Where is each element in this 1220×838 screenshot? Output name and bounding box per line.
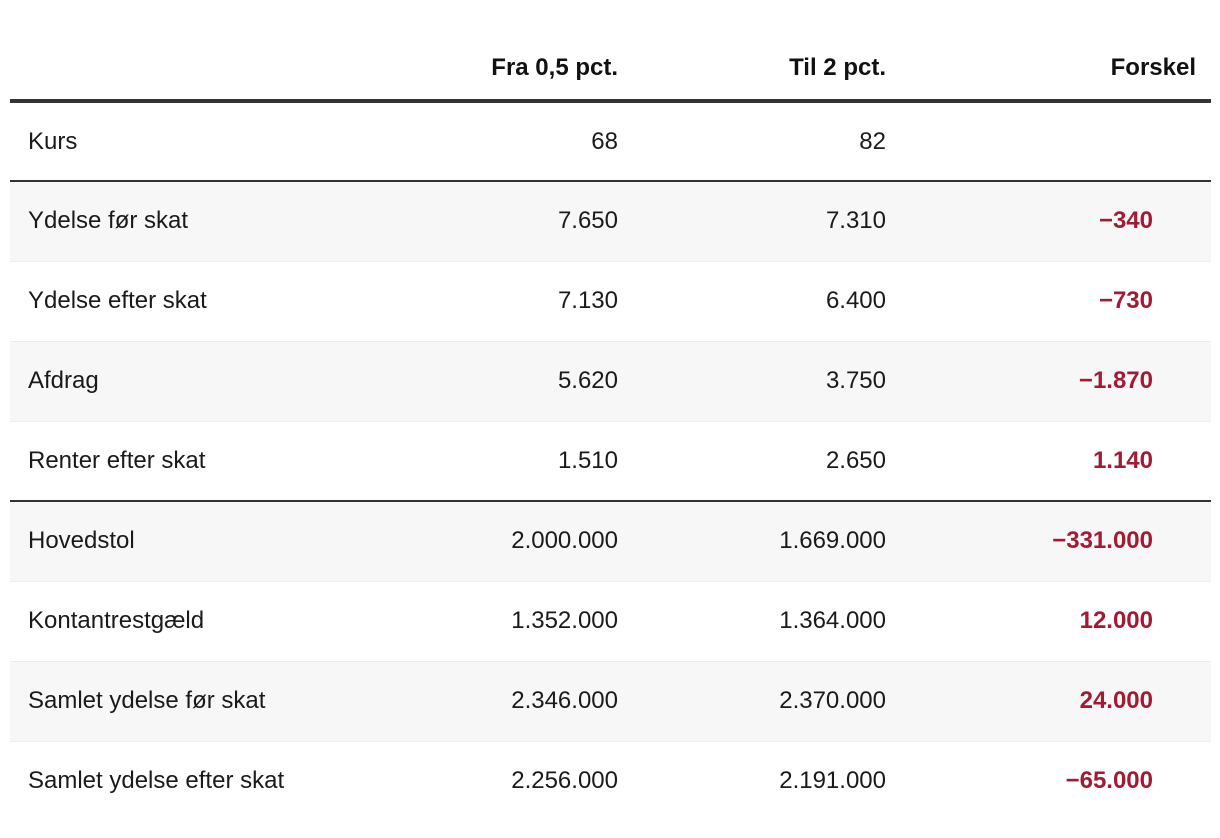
row-label: Renter efter skat xyxy=(10,421,430,502)
column-header-fra: Fra 0,5 pct. xyxy=(430,0,618,103)
fra-value: 1.510 xyxy=(430,421,618,502)
table-row: Kurs 68 82 xyxy=(10,101,1211,182)
row-label: Ydelse før skat xyxy=(10,181,430,262)
fra-value: 2.256.000 xyxy=(511,767,618,795)
til-value: 1.364.000 xyxy=(618,581,886,662)
table-row: Samlet ydelse før skat 2.346.000 2.370.0… xyxy=(10,661,1211,742)
row-label: Samlet ydelse efter skat xyxy=(28,767,285,795)
fra-value: 7.130 xyxy=(430,261,618,342)
til-value: 2.191.000 xyxy=(779,767,886,795)
table-row: Ydelse efter skat 7.130 6.400 −730 xyxy=(10,261,1211,342)
fra-value: 5.620 xyxy=(430,341,618,422)
table-row: Renter efter skat 1.510 2.650 1.140 xyxy=(10,421,1211,502)
column-header-forskel: Forskel xyxy=(886,0,1211,103)
table-row: Afdrag 5.620 3.750 −1.870 xyxy=(10,341,1211,422)
row-label: Afdrag xyxy=(10,341,430,422)
column-header-til: Til 2 pct. xyxy=(618,0,886,103)
fra-value: 2.346.000 xyxy=(430,661,618,742)
header-row: Fra 0,5 pct. Til 2 pct. Forskel xyxy=(10,0,1211,103)
row-label: Hovedstol xyxy=(10,501,430,582)
forskel-value: 24.000 xyxy=(886,661,1211,742)
til-value: 2.650 xyxy=(618,421,886,502)
til-value: 3.750 xyxy=(618,341,886,422)
table-row: Kontantrestgæld 1.352.000 1.364.000 12.0… xyxy=(10,581,1211,662)
table-row: Samlet ydelse efter skat 2.256.000 2.191… xyxy=(10,741,1211,821)
forskel-value: −340 xyxy=(886,181,1211,262)
forskel-value: −65.000 xyxy=(1065,767,1153,795)
til-value: 82 xyxy=(618,101,886,182)
table-row: Hovedstol 2.000.000 1.669.000 −331.000 xyxy=(10,501,1211,582)
table-row: Ydelse før skat 7.650 7.310 −340 xyxy=(10,181,1211,262)
table-container: Fra 0,5 pct. Til 2 pct. Forskel Kurs 68 … xyxy=(10,0,1211,821)
til-value: 7.310 xyxy=(618,181,886,262)
til-value: 2.370.000 xyxy=(618,661,886,742)
fra-value: 7.650 xyxy=(430,181,618,262)
forskel-value: −1.870 xyxy=(886,341,1211,422)
forskel-value: −331.000 xyxy=(886,501,1211,582)
forskel-value: 12.000 xyxy=(886,581,1211,662)
til-value: 6.400 xyxy=(618,261,886,342)
fra-value: 2.000.000 xyxy=(430,501,618,582)
column-header-empty xyxy=(10,0,430,103)
row-label: Ydelse efter skat xyxy=(10,261,430,342)
row-label: Kurs xyxy=(10,101,430,182)
loan-comparison-table: Fra 0,5 pct. Til 2 pct. Forskel Kurs 68 … xyxy=(10,0,1211,821)
row-label: Samlet ydelse før skat xyxy=(10,661,430,742)
til-value: 1.669.000 xyxy=(618,501,886,582)
fra-value: 68 xyxy=(430,101,618,182)
row-label: Kontantrestgæld xyxy=(10,581,430,662)
forskel-value xyxy=(886,101,1211,182)
forskel-value: −730 xyxy=(886,261,1211,342)
fra-value: 1.352.000 xyxy=(430,581,618,662)
forskel-value: 1.140 xyxy=(886,421,1211,502)
